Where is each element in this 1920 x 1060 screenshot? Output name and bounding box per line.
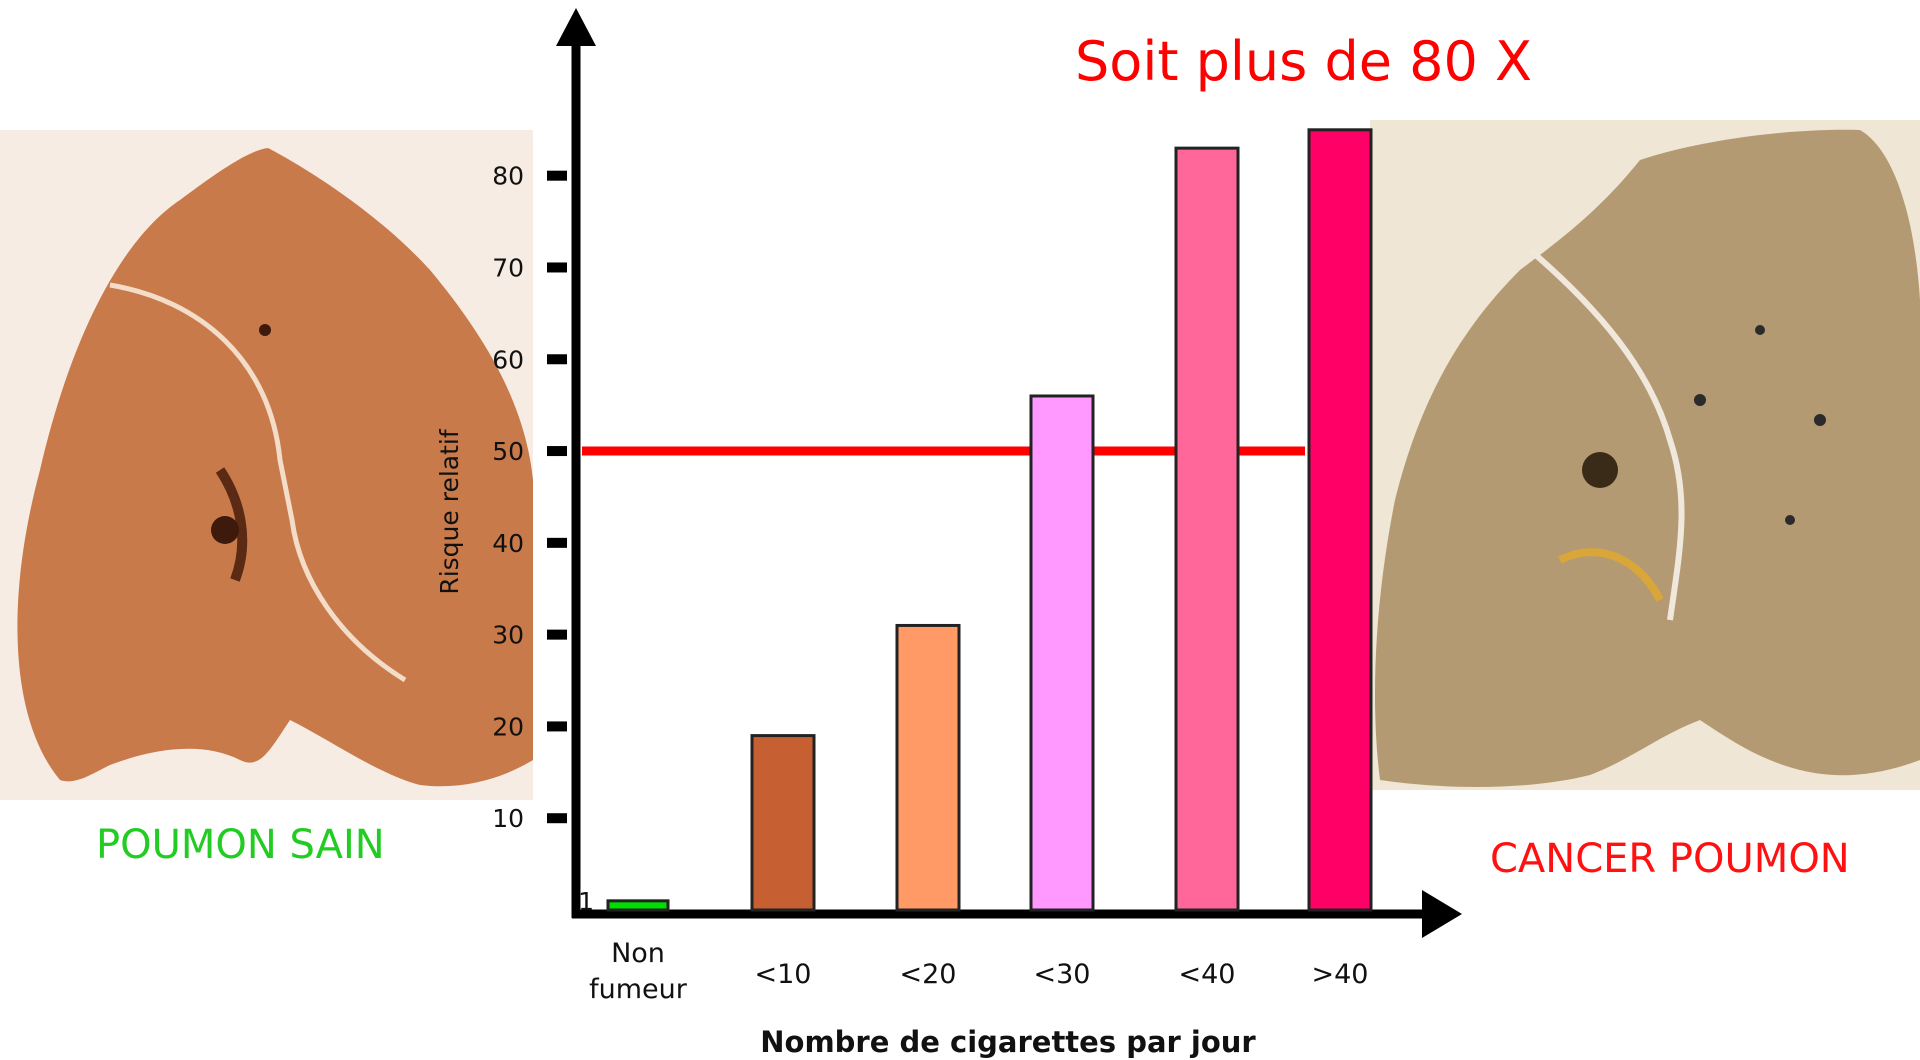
healthy-lung-icon (0, 130, 534, 800)
x-tick-label: >40 (1312, 959, 1369, 990)
y-tick-mark (547, 813, 567, 824)
left-caption: POUMON SAIN (96, 822, 385, 868)
y-tick-label: 1 (578, 887, 594, 916)
y-tick-mark (547, 170, 567, 181)
y-tick-label: 40 (492, 529, 524, 558)
x-tick-label: <30 (1034, 959, 1091, 990)
y-tick-label: 20 (492, 712, 524, 741)
y-tick-label: 60 (492, 345, 524, 374)
y-tick-label: 80 (492, 162, 524, 191)
x-ticks: Non fumeur <10 <20 <30 <40 >40 (589, 938, 1368, 1005)
y-tick-label: 70 (492, 253, 524, 282)
y-tick-label: 50 (492, 437, 524, 466)
y-tick-mark (547, 446, 567, 457)
x-axis-arrow (1422, 890, 1462, 938)
bar (750, 734, 816, 912)
y-tick-mark (547, 354, 567, 365)
y-axis-title: Risque relatif (435, 428, 464, 595)
x-tick-label: <40 (1179, 959, 1236, 990)
bar (606, 899, 670, 912)
bars (606, 128, 1373, 912)
x-tick-label: <10 (755, 959, 812, 990)
x-tick-label: Non fumeur (589, 938, 688, 1005)
right-caption: CANCER POUMON (1490, 836, 1850, 882)
bar (1174, 146, 1240, 912)
y-tick-label: 30 (492, 621, 524, 650)
y-tick-mark (547, 721, 567, 732)
y-axis-arrow (556, 8, 596, 46)
y-ticks: 1 10 20 30 40 50 60 70 80 (492, 162, 594, 916)
y-tick-label: 10 (492, 804, 524, 833)
cancer-lung-icon (1370, 120, 1920, 790)
y-tick-mark (547, 262, 567, 273)
y-tick-mark (547, 629, 567, 640)
chart-axes (556, 8, 1462, 938)
headline: Soit plus de 80 X (1075, 30, 1532, 93)
bar (1029, 394, 1095, 912)
x-tick-label: <20 (900, 959, 957, 990)
y-tick-mark (547, 537, 567, 548)
bar (895, 623, 961, 912)
bar (1307, 128, 1373, 912)
x-axis-title: Nombre de cigarettes par jour (760, 1025, 1256, 1059)
